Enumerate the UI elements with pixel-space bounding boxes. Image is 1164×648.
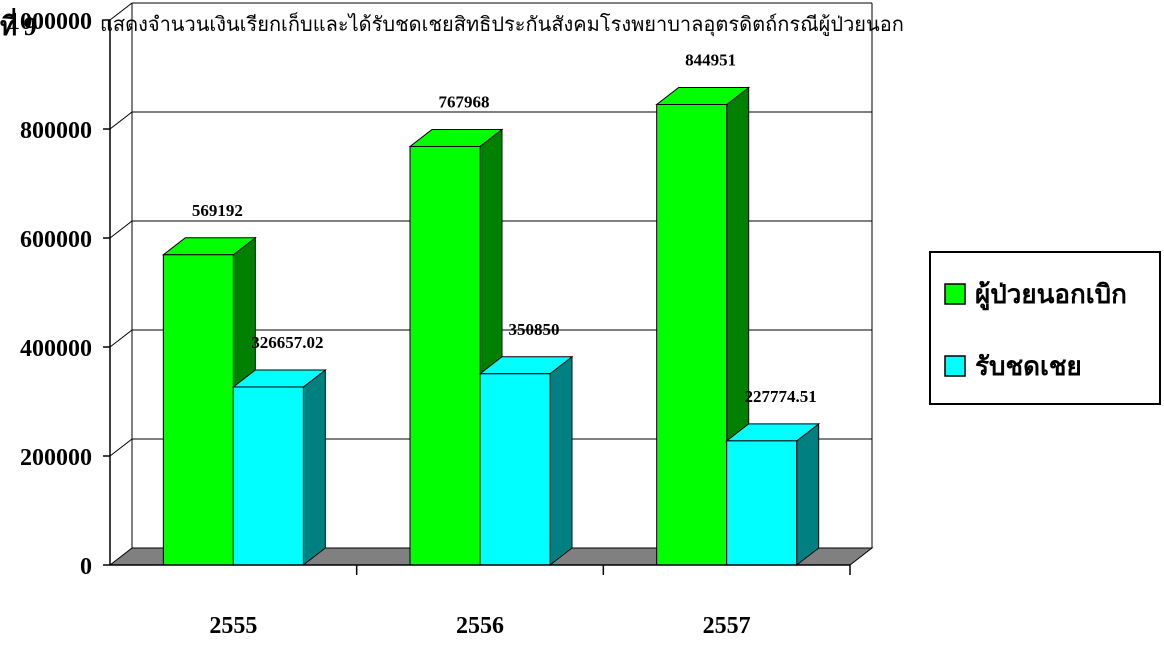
y-tick-label: 600000 xyxy=(20,227,92,253)
data-label: 767968 xyxy=(439,92,490,111)
bar-side xyxy=(549,355,573,567)
side-gridline xyxy=(109,2,133,21)
side-gridline xyxy=(109,329,133,348)
side-gridline xyxy=(109,111,133,130)
bar-side xyxy=(796,422,820,567)
data-label: 326657.02 xyxy=(251,333,323,352)
y-tick-label: 1000000 xyxy=(8,9,92,35)
bar-front xyxy=(656,104,728,566)
bar xyxy=(231,368,327,567)
bar-front xyxy=(409,145,481,566)
bar xyxy=(478,355,574,567)
data-label: 350850 xyxy=(509,320,560,339)
data-label: 227774.51 xyxy=(745,387,817,406)
figure-number: ที่ 9 xyxy=(0,12,37,41)
y-tick-label: 400000 xyxy=(20,336,92,362)
legend-label: ผู้ป่วยนอกเบิก xyxy=(975,280,1127,311)
x-tick-label: 2557 xyxy=(703,613,751,639)
data-label: 844951 xyxy=(685,51,736,70)
bar-side xyxy=(302,368,326,567)
y-tick-label: 0 xyxy=(80,554,92,580)
bar xyxy=(725,422,821,567)
legend-swatch xyxy=(944,283,966,305)
bar-front xyxy=(232,386,304,566)
legend xyxy=(929,251,1161,405)
legend-label: รับชดเชย xyxy=(975,352,1082,381)
figure-caption: แสดงจำนวนเงินเรียกเก็บและได้รับชดเชยสิทธ… xyxy=(100,12,904,36)
bar-front xyxy=(479,373,551,566)
y-tick-label: 200000 xyxy=(20,445,92,471)
side-gridline xyxy=(109,438,133,457)
side-gridline xyxy=(109,220,133,239)
data-label: 569192 xyxy=(192,201,243,220)
x-tick-label: 2556 xyxy=(456,613,504,639)
bar-front xyxy=(726,440,798,566)
y-tick-label: 800000 xyxy=(20,118,92,144)
legend-swatch xyxy=(944,355,966,377)
bar-front xyxy=(162,254,234,566)
x-tick-label: 2555 xyxy=(209,613,257,639)
